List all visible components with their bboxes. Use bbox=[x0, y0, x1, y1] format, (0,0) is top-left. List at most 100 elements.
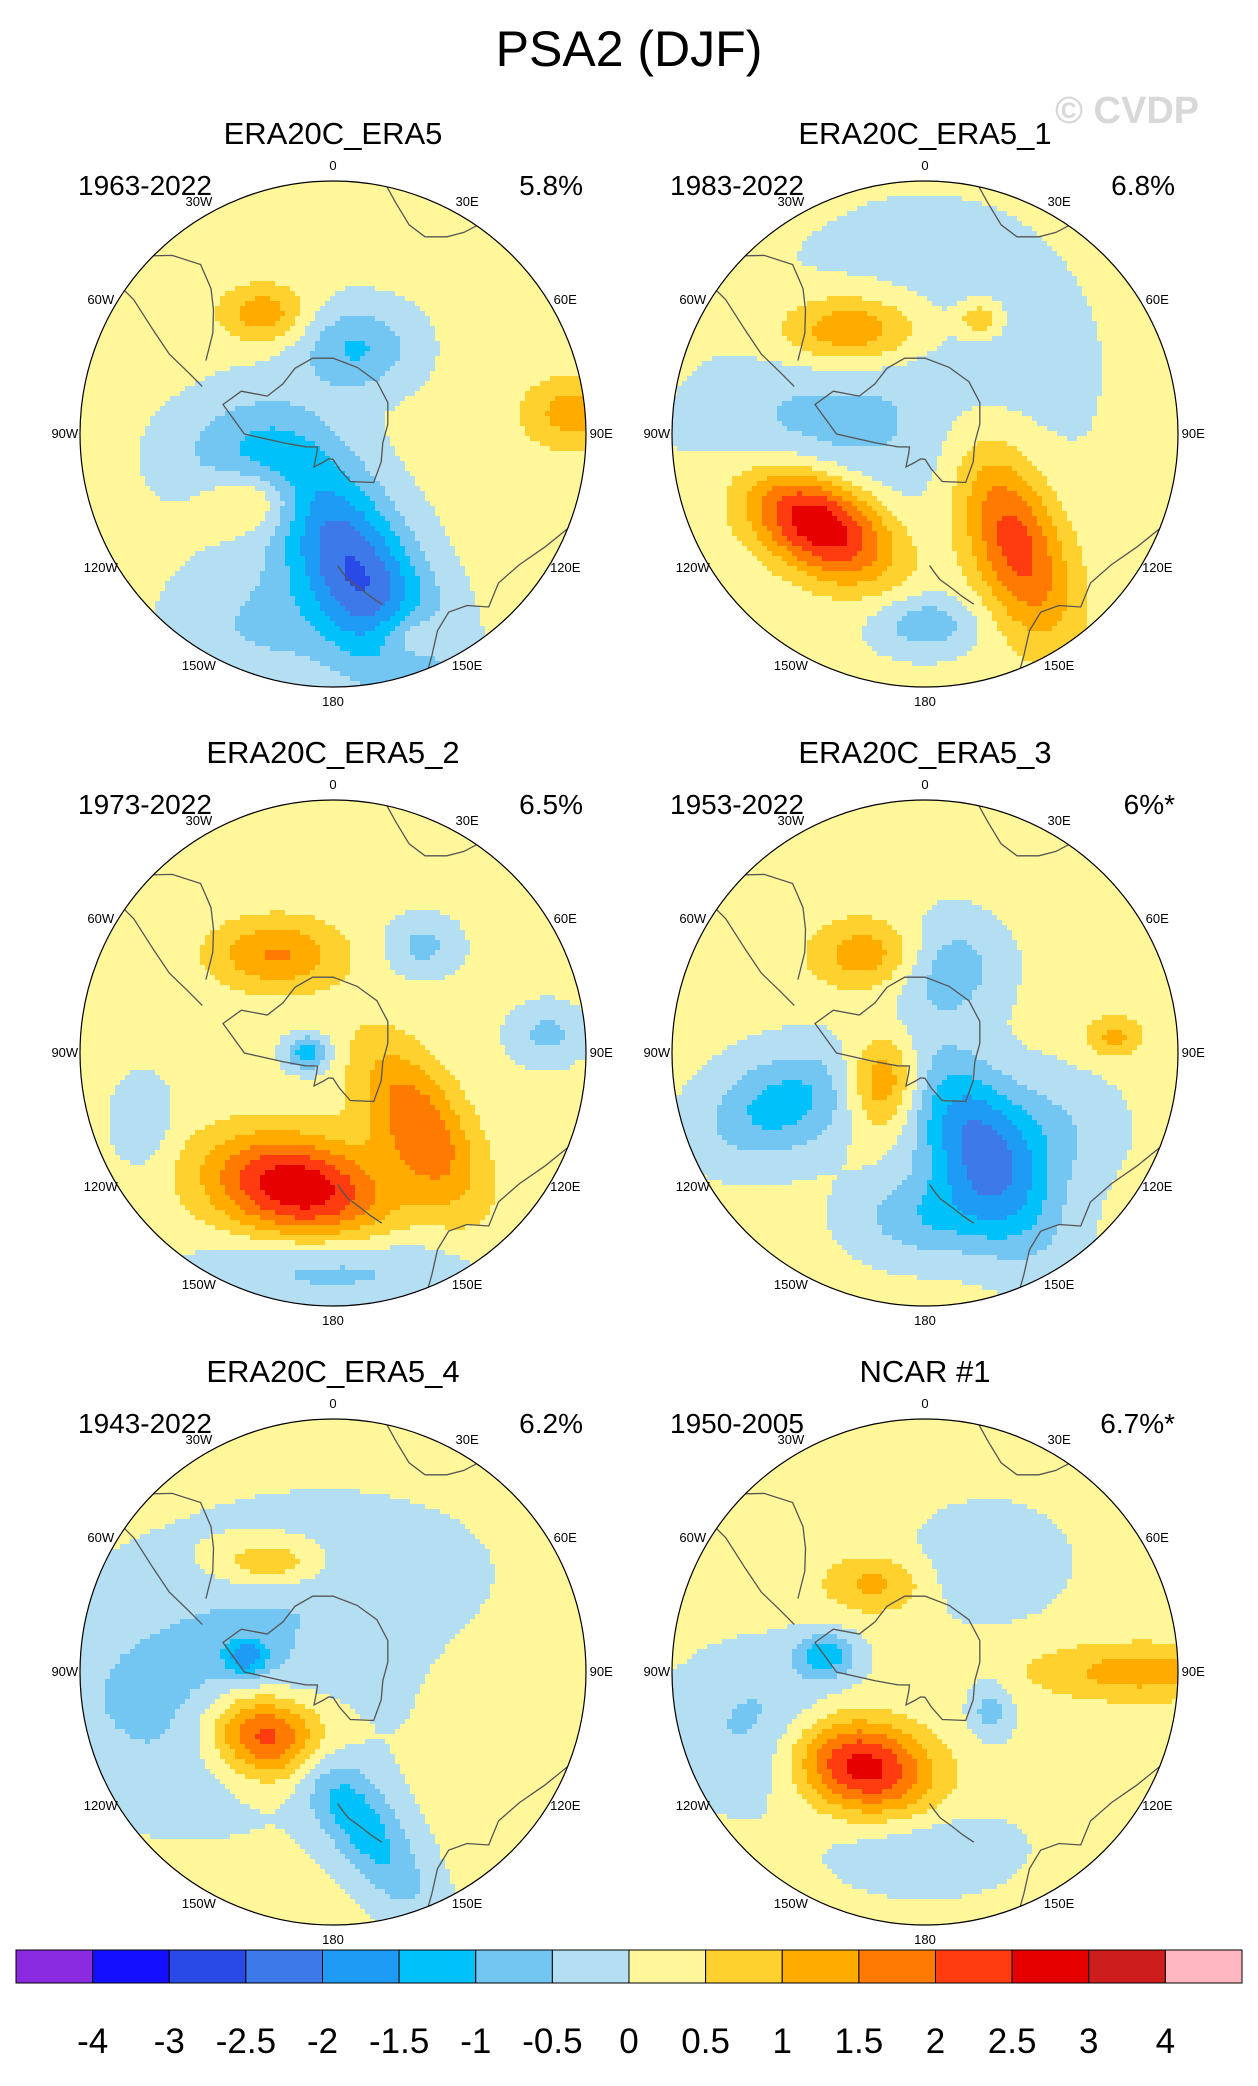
field-cell bbox=[500, 246, 506, 252]
field-cell bbox=[365, 401, 371, 407]
field-cell bbox=[175, 351, 181, 357]
field-cell bbox=[445, 261, 451, 267]
field-cell bbox=[105, 461, 111, 467]
field-cell bbox=[340, 231, 346, 237]
field-cell bbox=[455, 246, 461, 252]
field-cell bbox=[555, 386, 561, 392]
field-cell bbox=[420, 411, 426, 417]
field-cell bbox=[410, 231, 416, 237]
field-cell bbox=[360, 286, 366, 292]
field-cell bbox=[320, 346, 326, 352]
field-cell bbox=[330, 241, 336, 247]
figure-title: PSA2 (DJF) bbox=[0, 20, 1258, 78]
field-cell bbox=[130, 421, 136, 427]
field-cell bbox=[205, 256, 211, 262]
field-cell bbox=[95, 446, 101, 452]
field-cell bbox=[250, 441, 256, 447]
field-cell bbox=[375, 301, 381, 307]
field-cell bbox=[230, 211, 236, 217]
field-cell bbox=[225, 306, 231, 312]
field-cell bbox=[280, 461, 286, 467]
field-cell bbox=[525, 356, 531, 362]
field-cell bbox=[245, 456, 251, 462]
field-cell bbox=[290, 331, 296, 337]
field-cell bbox=[170, 346, 176, 352]
field-cell bbox=[260, 386, 266, 392]
field-cell bbox=[325, 436, 331, 442]
field-cell bbox=[470, 306, 476, 312]
field-cell bbox=[535, 436, 541, 442]
field-cell bbox=[260, 341, 266, 347]
field-cell bbox=[510, 301, 516, 307]
field-cell bbox=[425, 391, 431, 397]
field-cell bbox=[420, 226, 426, 232]
field-cell bbox=[405, 416, 411, 422]
field-cell bbox=[480, 266, 486, 272]
field-cell bbox=[400, 431, 406, 437]
field-cell bbox=[380, 321, 386, 327]
field-cell bbox=[335, 231, 341, 237]
field-cell bbox=[110, 336, 116, 342]
field-cell bbox=[455, 326, 461, 332]
field-cell bbox=[185, 421, 191, 427]
field-cell bbox=[230, 256, 236, 262]
field-cell bbox=[225, 326, 231, 332]
field-cell bbox=[220, 406, 226, 412]
field-cell bbox=[350, 181, 356, 187]
field-cell bbox=[390, 431, 396, 437]
field-cell bbox=[365, 221, 371, 227]
field-cell bbox=[220, 416, 226, 422]
field-cell bbox=[550, 441, 556, 447]
field-cell bbox=[135, 396, 141, 402]
field-cell bbox=[185, 436, 191, 442]
field-cell bbox=[390, 461, 396, 467]
field-cell bbox=[330, 406, 336, 412]
field-cell bbox=[355, 386, 361, 392]
field-cell bbox=[205, 381, 211, 387]
field-cell bbox=[230, 421, 236, 427]
field-cell bbox=[495, 421, 501, 427]
field-cell bbox=[430, 291, 436, 297]
field-cell bbox=[215, 291, 221, 297]
field-cell bbox=[205, 391, 211, 397]
field-cell bbox=[455, 386, 461, 392]
field-cell bbox=[505, 351, 511, 357]
field-cell bbox=[515, 461, 521, 467]
field-cell bbox=[510, 401, 516, 407]
field-cell bbox=[550, 336, 556, 342]
field-cell bbox=[525, 406, 531, 412]
field-cell bbox=[240, 351, 246, 357]
field-cell bbox=[380, 211, 386, 217]
field-cell bbox=[145, 376, 151, 382]
field-cell bbox=[200, 396, 206, 402]
field-cell bbox=[335, 286, 341, 292]
field-cell bbox=[545, 401, 551, 407]
field-cell bbox=[255, 331, 261, 337]
field-cell bbox=[485, 351, 491, 357]
field-cell bbox=[180, 351, 186, 357]
field-cell bbox=[410, 391, 416, 397]
field-cell bbox=[190, 316, 196, 322]
field-cell bbox=[200, 406, 206, 412]
field-cell bbox=[480, 466, 486, 472]
field-cell bbox=[555, 431, 561, 437]
field-cell bbox=[530, 446, 536, 452]
field-cell bbox=[300, 426, 306, 432]
field-cell bbox=[305, 231, 311, 237]
field-cell bbox=[205, 221, 211, 227]
field-cell bbox=[135, 386, 141, 392]
field-cell bbox=[100, 396, 106, 402]
field-cell bbox=[270, 336, 276, 342]
field-cell bbox=[135, 441, 141, 447]
field-cell bbox=[380, 261, 386, 267]
field-cell bbox=[465, 316, 471, 322]
field-cell bbox=[475, 271, 481, 277]
field-cell bbox=[580, 366, 586, 372]
field-cell bbox=[160, 386, 166, 392]
field-cell bbox=[185, 251, 191, 257]
field-cell bbox=[400, 191, 406, 197]
field-cell bbox=[215, 416, 221, 422]
field-cell bbox=[365, 381, 371, 387]
field-cell bbox=[555, 441, 561, 447]
field-cell bbox=[245, 451, 251, 457]
